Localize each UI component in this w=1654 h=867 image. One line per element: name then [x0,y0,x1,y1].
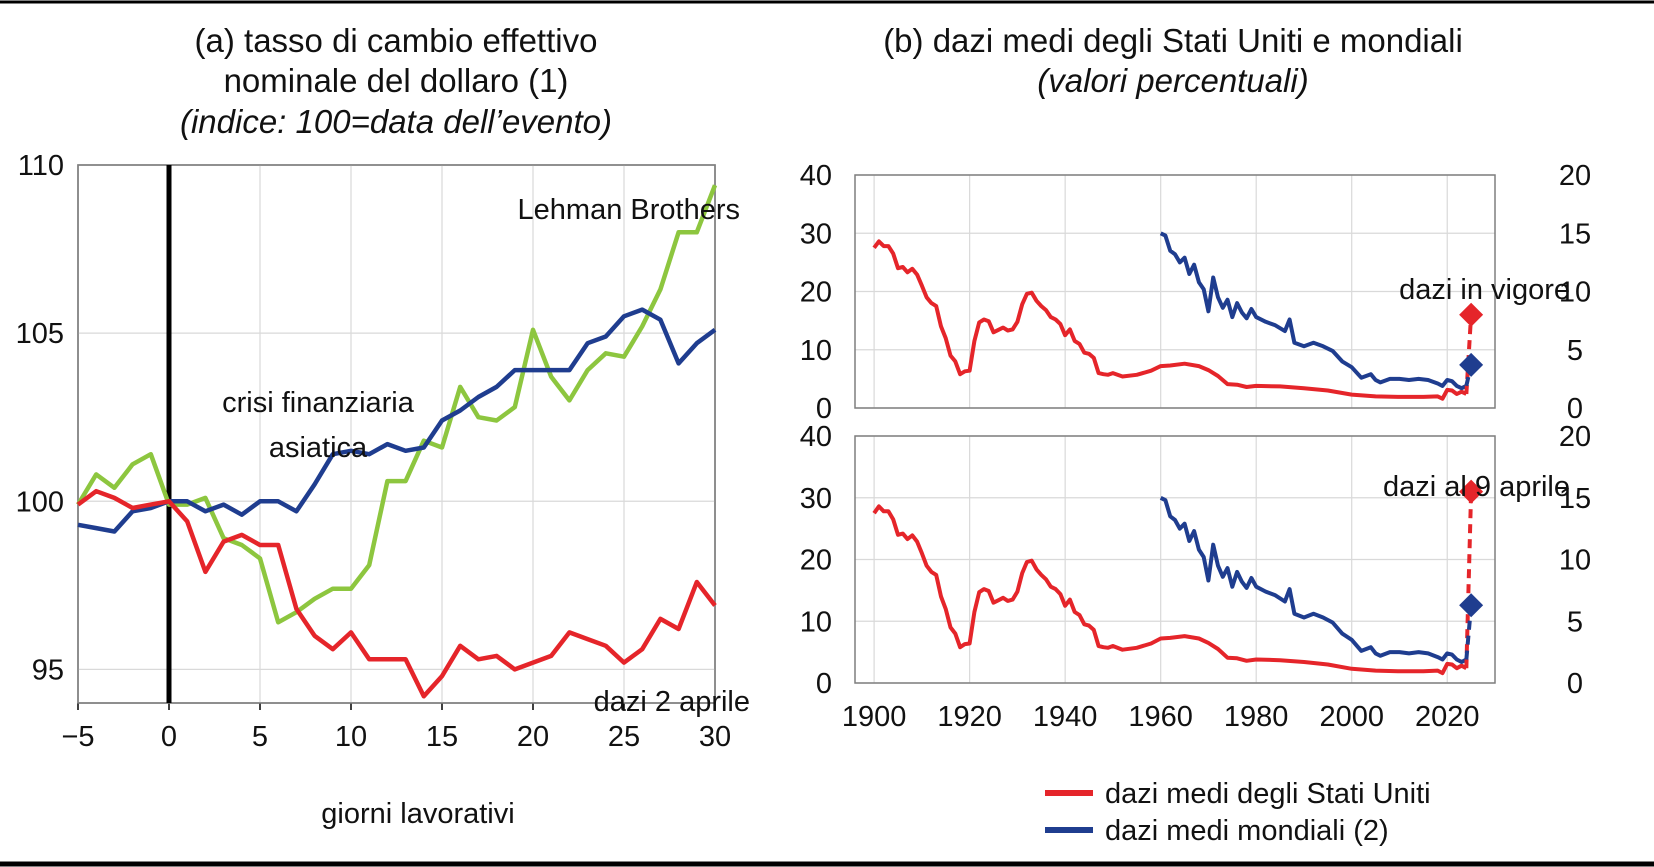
panel-a-chart: −5 0 5 10 15 20 25 30 95 100 105 110 [16,150,732,753]
diamond-marker-us [1459,479,1484,504]
panel-a-title-line1: (a) tasso di cambio effettivo [195,22,598,59]
panel-a-y-tick-label: 110 [18,150,64,182]
panel-b-left-tick-label: 20 [800,545,832,577]
label-asian-line1: crisi finanziaria [222,387,415,419]
label-tariffs-april-9: dazi al 9 aprile [1383,471,1570,503]
panel-a-border [77,164,716,704]
panel-a-x-tick-label: 30 [699,721,731,753]
series-line-lehman-brothers [76,184,718,625]
panel-b-x-tick-label: 1980 [1224,701,1289,733]
diamond-marker-us [1459,302,1484,327]
panel-b-x-tick-label: 2020 [1415,701,1480,733]
panel-b-border [854,435,1496,684]
panel-b-left-tick-label: 40 [800,160,832,192]
panel-a-title-line2: nominale del dollaro (1) [224,62,569,99]
legend-world-label: dazi medi mondiali (2) [1105,815,1389,847]
panel-a-x-tick-label: 15 [426,721,458,753]
panel-b-right-tick-label: 20 [1559,160,1591,192]
panel-b-right-tick-label: 20 [1559,421,1591,453]
panel-a-y-tick-label: 100 [16,486,64,518]
panel-b-right-tick-label: 0 [1567,668,1583,700]
series-line-us [872,239,1468,401]
panel-b-left-tick-label: 20 [800,277,832,309]
label-tariffs-april-2: dazi 2 aprile [594,686,750,718]
panel-b-right-tick-label: 15 [1559,483,1591,515]
panel-a-frame [77,164,716,704]
series-line-crisi-finanziaria-asiatica [77,307,717,534]
panel-b-right-tick-label: 5 [1567,335,1583,367]
panel-a-subtitle: (indice: 100=data dell’evento) [180,103,612,140]
panel-b-x-tick-label: 1940 [1033,701,1098,733]
panel-a-x-tick-label: 0 [161,721,177,753]
panel-a-x-tick-label: 10 [335,721,367,753]
diamond-marker-world [1459,352,1484,377]
panel-b-border [854,174,1496,409]
diamond-marker-world [1459,593,1484,618]
panel-b-left-tick-label: 10 [800,606,832,638]
label-tariffs-in-force: dazi in vigore [1399,274,1570,306]
panel-b-right-tick-label: 10 [1559,277,1591,309]
series-line-dazi-2-aprile [76,488,717,699]
panel-a-y-tick-label: 95 [32,654,64,686]
panel-a-x-tick-label: 5 [252,721,268,753]
panel-b-left-tick-label: 30 [800,483,832,515]
panel-b-right-tick-label: 0 [1567,393,1583,425]
panel-b-x-tick-label: 1900 [842,701,907,733]
series-line-us [872,504,1468,676]
panel-b-left-tick-label: 10 [800,335,832,367]
legend-us-label: dazi medi degli Stati Uniti [1105,778,1431,810]
panel-a-xlabel: giorni lavorativi [321,798,514,830]
panel-b-left-tick-label: 0 [816,668,832,700]
panel-a-y-tick-label: 105 [16,318,64,350]
label-asian-line2: asiatica [269,432,368,464]
panel-b-title: (b) dazi medi degli Stati Uniti e mondia… [883,22,1463,59]
series-line-world [1159,231,1468,391]
panel-b-top-chart: 0 10 20 30 40 0 5 10 15 20 [800,160,1591,425]
panel-b-x-tick-label: 2000 [1319,701,1384,733]
panel-b-right-tick-label: 15 [1559,218,1591,250]
panel-b-bottom-chart: 0 10 20 30 40 0 5 10 15 20 1900 1920 1940 1960 1980 200… [800,421,1591,733]
panel-a-x-tick-label: 25 [608,721,640,753]
panel-b-right-tick-label: 5 [1567,606,1583,638]
panel-b-left-tick-label: 30 [800,218,832,250]
legend: dazi medi degli Stati Uniti dazi medi mo… [1045,778,1431,847]
panel-b-x-tick-label: 1920 [937,701,1002,733]
label-lehman: Lehman Brothers [518,194,740,226]
panel-b-right-tick-label: 10 [1559,545,1591,577]
panel-b-left-tick-label: 0 [816,393,832,425]
panel-b-x-tick-label: 1960 [1128,701,1193,733]
panel-b-left-tick-label: 40 [800,421,832,453]
panel-a-x-tick-label: −5 [61,721,94,753]
dashed-jump-us [1464,314,1474,395]
series-line-world [1159,496,1468,664]
panel-a-x-tick-label: 20 [517,721,549,753]
panel-b-subtitle: (valori percentuali) [1037,62,1308,99]
